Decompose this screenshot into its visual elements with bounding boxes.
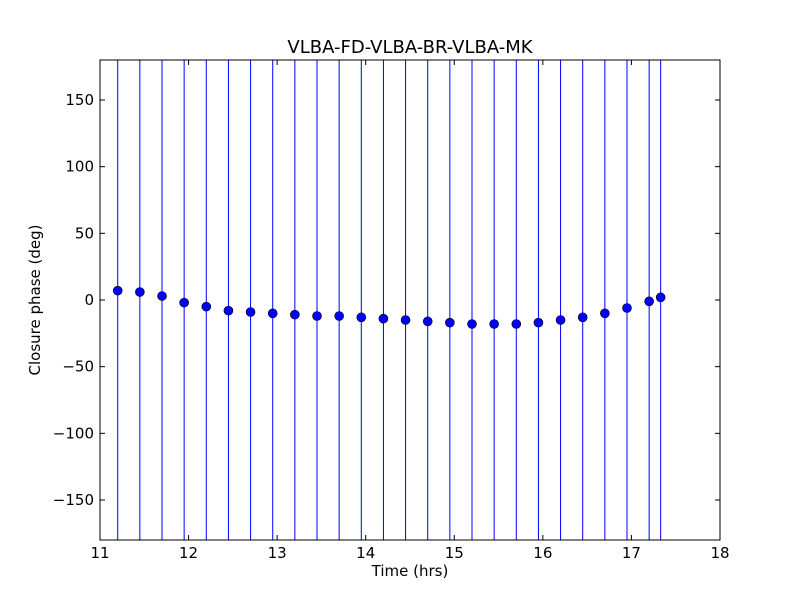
x-tick-label: 11 [90,544,109,562]
data-point [267,308,278,319]
data-point [157,291,167,301]
x-axis-label: Time (hrs) [371,562,449,580]
data-point [245,307,256,317]
x-tick-label: 18 [710,544,729,562]
x-axis-ticks: 11 12 13 14 15 16 17 18 [90,60,730,562]
y-axis-label: Closure phase (deg) [26,225,44,376]
y-tick-label: 50 [75,224,94,242]
x-tick-label: 12 [179,544,198,562]
data-point [644,296,654,307]
data-points [112,285,666,329]
data-point [555,315,566,325]
data-point [533,317,544,328]
data-point [400,315,411,325]
data-point [223,305,234,316]
x-tick-label: 14 [356,544,375,562]
y-tick-label: 0 [84,291,94,309]
data-point [655,292,666,303]
y-tick-label: −50 [62,358,94,376]
data-point [179,297,189,308]
data-point [467,319,477,329]
data-point [290,309,300,320]
data-point [445,317,455,328]
y-tick-label: 150 [65,91,94,109]
x-tick-label: 17 [622,544,641,562]
chart-title: VLBA-FD-VLBA-BR-VLBA-MK [287,37,533,58]
y-axis-ticks: −150 −100 −50 0 50 100 150 [53,91,720,509]
x-tick-label: 16 [533,544,552,562]
data-point [511,319,522,329]
data-point [201,301,212,312]
x-tick-label: 13 [268,544,287,562]
data-point [577,312,588,323]
data-point [135,287,145,297]
data-point [312,311,322,321]
data-point [378,313,389,324]
y-tick-label: −150 [53,491,94,509]
x-tick-label: 15 [445,544,464,562]
data-point [112,285,123,296]
data-point [600,308,610,319]
data-point [422,316,433,327]
data-point [356,312,367,323]
data-point [622,303,632,313]
data-point [334,311,344,321]
y-tick-label: −100 [53,424,94,442]
y-tick-label: 100 [65,158,94,176]
data-point [489,319,499,329]
